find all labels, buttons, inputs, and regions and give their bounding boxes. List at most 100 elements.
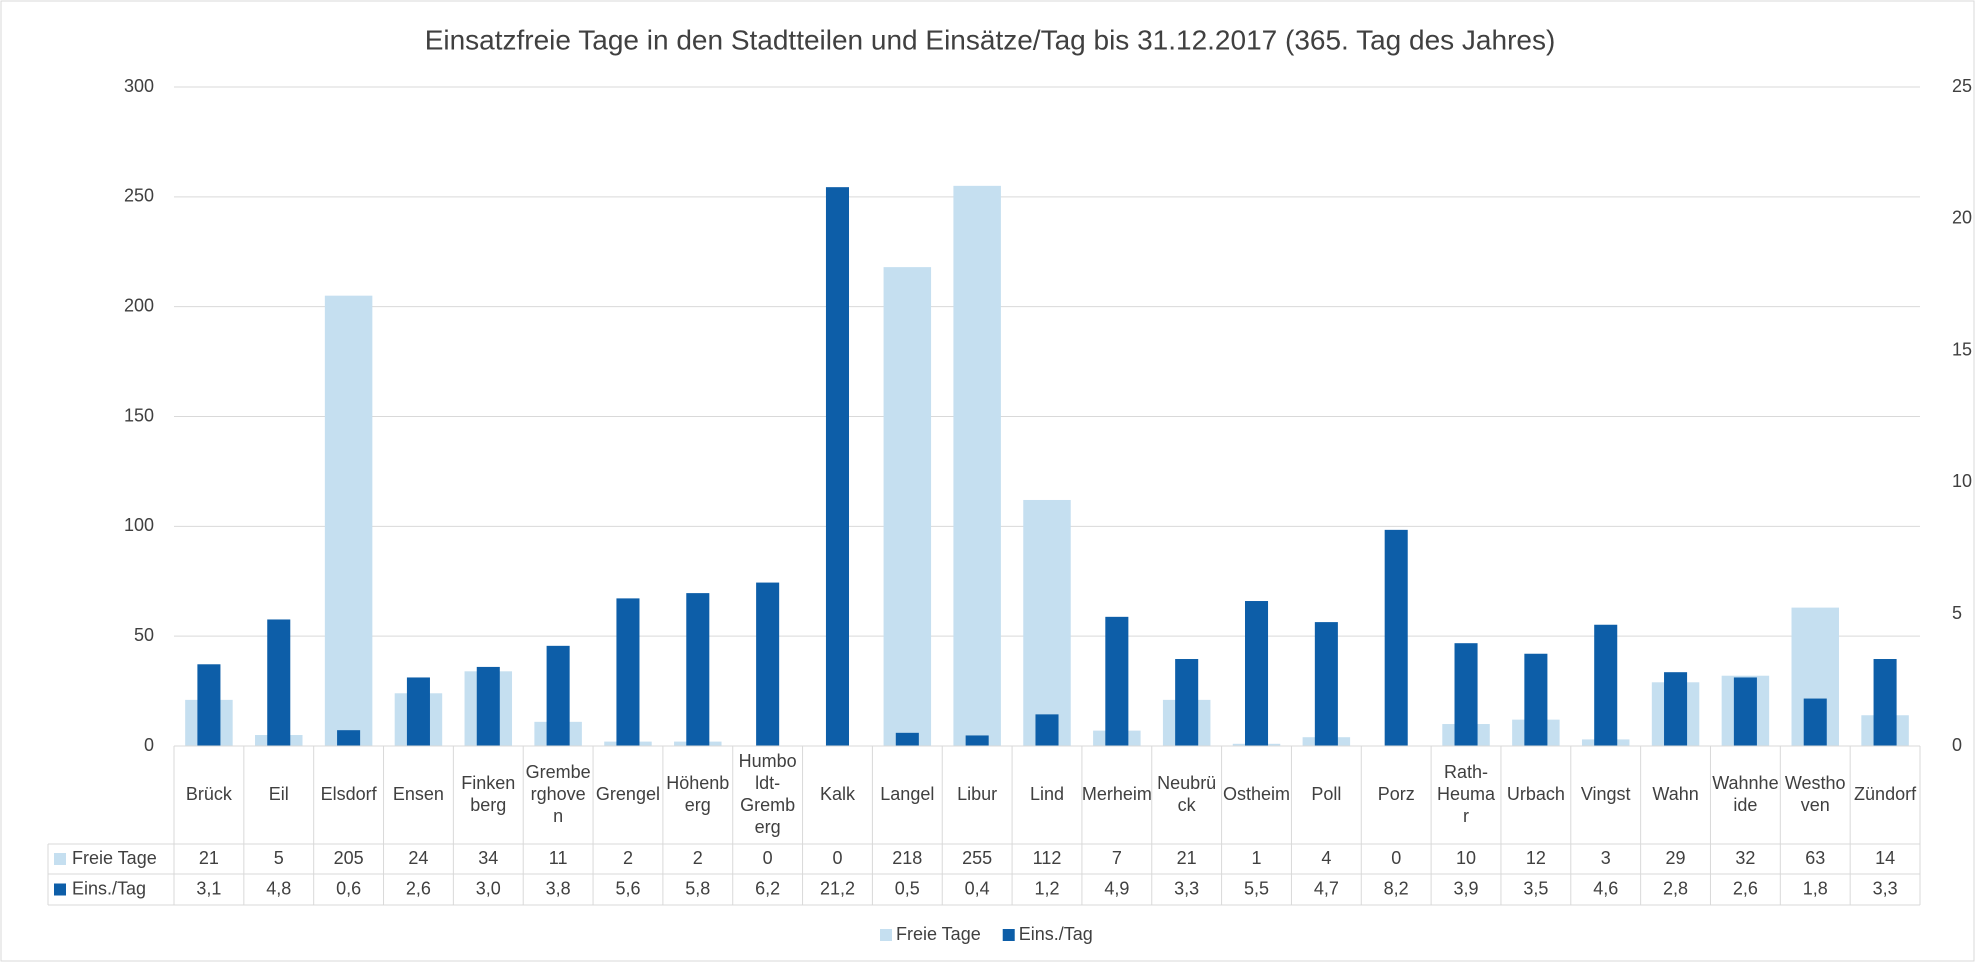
y-tick-label: 250 <box>124 186 154 206</box>
y-tick-label: 300 <box>124 76 154 96</box>
table-cell: 14 <box>1875 848 1895 868</box>
bar <box>1105 616 1129 746</box>
bar <box>883 267 932 746</box>
x-tick-label-line: Gremb <box>740 795 795 815</box>
y-tick-label: 200 <box>124 295 154 315</box>
x-tick-label-line: Urbach <box>1507 784 1565 804</box>
bar <box>1664 672 1688 746</box>
y2-tick-label: 5 <box>1952 603 1962 623</box>
x-tick-label: Langel <box>880 784 934 804</box>
table-cell: 24 <box>408 848 428 868</box>
table-cell: 3,0 <box>476 878 501 898</box>
x-tick-label: Poll <box>1311 784 1341 804</box>
bar <box>1803 698 1827 746</box>
y-tick-label: 0 <box>144 735 154 755</box>
bar <box>895 732 919 746</box>
x-tick-label-line: Westho <box>1785 773 1846 793</box>
x-tick-label-line: Kalk <box>820 784 856 804</box>
chart-title: Einsatzfreie Tage in den Stadtteilen und… <box>425 24 1556 55</box>
bar <box>1314 622 1338 746</box>
x-tick-label-line: Neubrü <box>1157 773 1216 793</box>
table-cell: 12 <box>1526 848 1546 868</box>
bar <box>1454 643 1478 746</box>
y-tick-label: 150 <box>124 405 154 425</box>
table-cell: 255 <box>962 848 992 868</box>
table-cell: 5,8 <box>685 878 710 898</box>
x-tick-label: Ostheim <box>1223 784 1290 804</box>
legend-key <box>880 929 892 941</box>
bar <box>1873 659 1897 746</box>
x-tick-label-line: Eil <box>269 784 289 804</box>
table-legend-key <box>54 883 66 896</box>
x-tick-label-line: Wahnhe <box>1712 773 1778 793</box>
x-tick-label-line: Grembe <box>526 762 591 782</box>
x-tick-label-line: Grengel <box>596 784 660 804</box>
x-tick-label-line: Lind <box>1030 784 1064 804</box>
x-tick-label: Zündorf <box>1854 784 1917 804</box>
x-tick-label-line: Elsdorf <box>321 784 378 804</box>
x-tick-label: Lind <box>1030 784 1064 804</box>
x-tick-label: Grengel <box>596 784 660 804</box>
table-cell: 0,4 <box>965 878 990 898</box>
table-cell: 3,5 <box>1523 878 1548 898</box>
bar <box>686 593 710 746</box>
table-legend-key <box>54 853 66 865</box>
table-cell: 0,6 <box>336 878 361 898</box>
x-tick-label: Wahn <box>1652 784 1698 804</box>
y2-tick-label: 25 <box>1952 76 1972 96</box>
table-cell: 3 <box>1601 848 1611 868</box>
table-cell: 2,6 <box>1733 878 1758 898</box>
table-cell: 3,8 <box>546 878 571 898</box>
table-cell: 11 <box>549 848 568 868</box>
table-cell: 1 <box>1252 848 1262 868</box>
x-tick-label-line: r <box>1463 806 1469 826</box>
table-cell: 8,2 <box>1384 878 1409 898</box>
x-tick-label: Libur <box>957 784 997 804</box>
x-tick-label: Rath-Heuma r <box>1437 762 1496 826</box>
x-tick-label-line: ldt- <box>755 773 780 793</box>
x-tick-label-line: Höhenb <box>666 773 729 793</box>
table-row-header: Freie Tage <box>72 848 157 868</box>
table-cell: 3,1 <box>196 878 221 898</box>
x-tick-label: Ensen <box>393 784 444 804</box>
x-tick-label-line: Wahn <box>1652 784 1698 804</box>
bar <box>756 582 780 746</box>
table-cell: 2,8 <box>1663 878 1688 898</box>
x-tick-label-line: berg <box>470 795 506 815</box>
x-tick-label-line: ck <box>1178 795 1197 815</box>
x-tick-label-line: ven <box>1801 795 1830 815</box>
x-tick-label-line: Porz <box>1378 784 1415 804</box>
legend-label: Freie Tage <box>896 924 981 944</box>
table-cell: 7 <box>1112 848 1122 868</box>
bar <box>197 664 221 746</box>
bar <box>616 598 640 746</box>
table-cell: 5,5 <box>1244 878 1269 898</box>
y2-tick-label: 20 <box>1952 208 1972 228</box>
bar <box>267 619 291 746</box>
bar <box>1524 653 1548 746</box>
y2-tick-label: 15 <box>1952 339 1972 359</box>
y-tick-label: 100 <box>124 515 154 535</box>
x-tick-label-line: Rath- <box>1444 762 1488 782</box>
y2-tick-label: 10 <box>1952 471 1972 491</box>
bar <box>1594 624 1618 746</box>
x-tick-label-line: rghove <box>531 784 586 804</box>
x-tick-label-line: Zündorf <box>1854 784 1917 804</box>
x-tick-label: Vingst <box>1581 784 1631 804</box>
table-cell: 218 <box>892 848 922 868</box>
x-tick-label: Porz <box>1378 784 1415 804</box>
bar <box>476 666 500 746</box>
x-tick-label-line: Libur <box>957 784 997 804</box>
table-cell: 4,9 <box>1104 878 1129 898</box>
table-cell: 34 <box>478 848 498 868</box>
y2-tick-label: 0 <box>1952 735 1962 755</box>
table-cell: 5,6 <box>615 878 640 898</box>
table-cell: 3,9 <box>1454 878 1479 898</box>
table-cell: 3,3 <box>1873 878 1898 898</box>
x-tick-label: Eil <box>269 784 289 804</box>
x-tick-label: Westho ven <box>1785 773 1846 815</box>
x-tick-label: Neubrü ck <box>1157 773 1216 815</box>
x-tick-label-line: n <box>553 806 563 826</box>
x-tick-label-line: Heuma <box>1437 784 1496 804</box>
table-cell: 21 <box>1177 848 1197 868</box>
